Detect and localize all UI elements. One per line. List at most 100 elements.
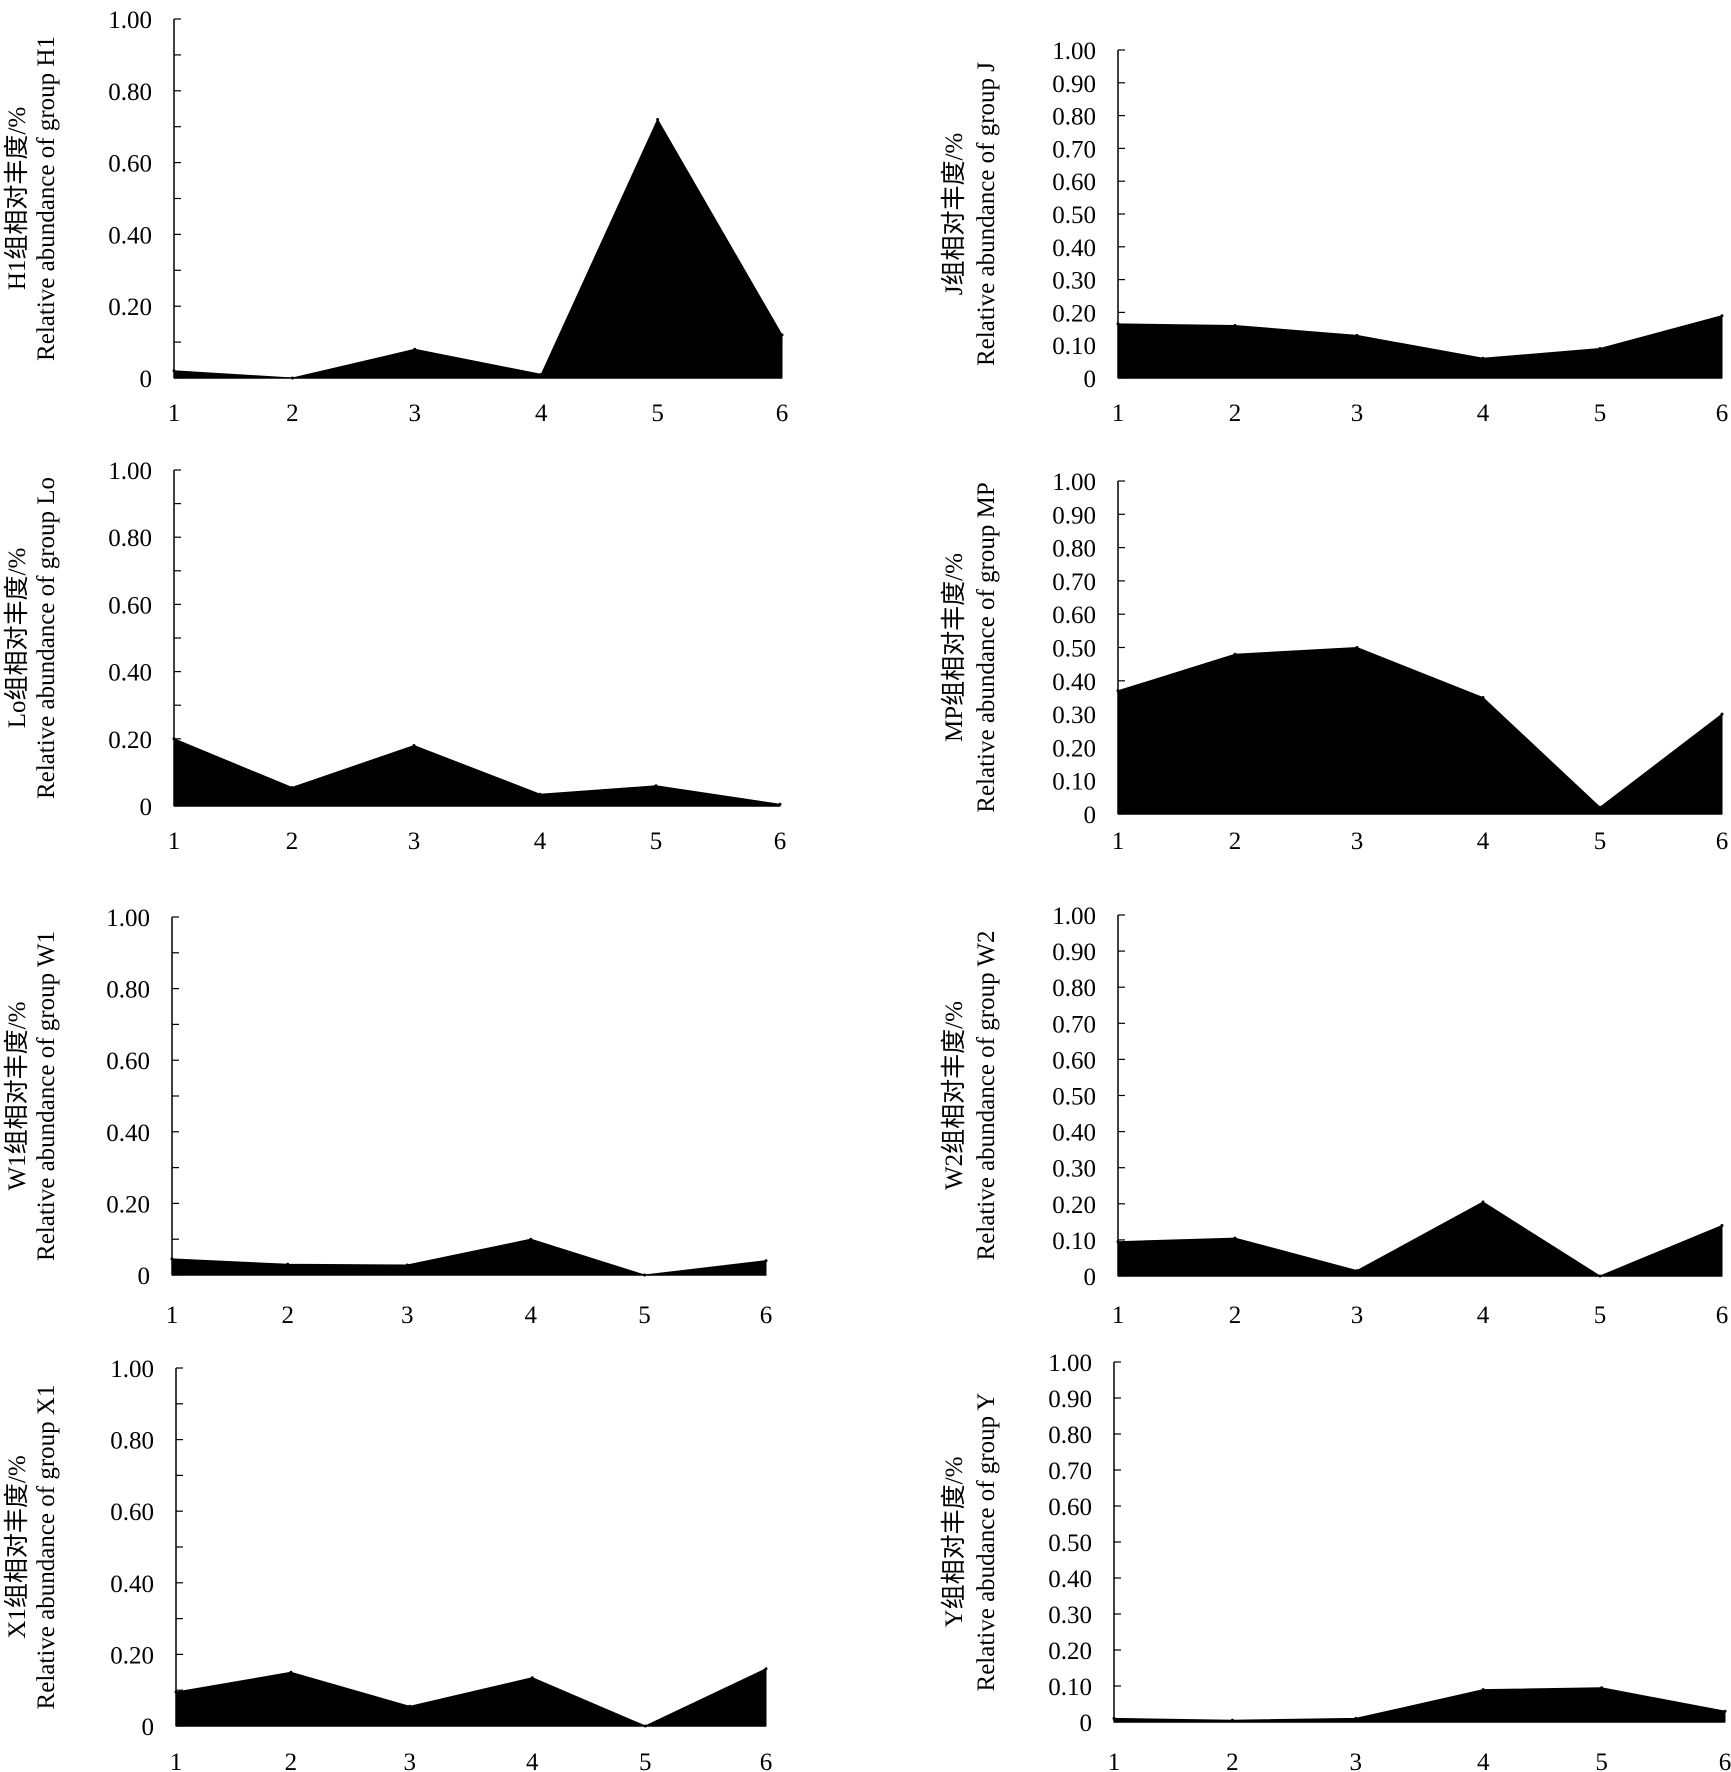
x-tick-label: 4 (1477, 400, 1490, 427)
chart-panel-8: 0 0.10 0.20 0.30 0.40 0.50 0.60 0.70 0.80 0.90 1.0… (940, 1350, 1731, 1772)
y-axis-label-en: Relative abundance of group Lo (33, 477, 60, 799)
data-point (539, 372, 543, 376)
y-tick-label: 0.30 (1052, 1156, 1096, 1183)
y-tick-label: 0.20 (1052, 300, 1096, 327)
x-tick-label: 6 (776, 400, 789, 427)
x-tick-label: 3 (1350, 1749, 1363, 1772)
x-tick-label: 6 (760, 1749, 773, 1772)
area-series (175, 1667, 767, 1727)
data-point (1723, 1709, 1727, 1713)
y-tick-label: 0.60 (110, 1499, 154, 1526)
y-tick-label: 0.20 (1052, 735, 1096, 762)
y-tick-label: 0.20 (1048, 1638, 1092, 1665)
x-tick-label: 5 (1594, 828, 1607, 855)
y-axis-label-cn: Lo组相对丰度/% (3, 548, 31, 729)
data-point (530, 1676, 534, 1680)
y-tick-label: 0.80 (1048, 1422, 1092, 1449)
data-point (1355, 333, 1359, 337)
data-point (656, 118, 660, 121)
y-tick-label: 0.50 (1052, 1084, 1096, 1111)
y-tick-label: 0 (140, 366, 153, 393)
x-tick-label: 1 (168, 828, 181, 855)
x-tick-label: 4 (1477, 828, 1490, 855)
chart-panel-6: 0 0.10 0.20 0.30 0.40 0.50 0.60 0.70 0.80 0.90 1.0… (940, 903, 1728, 1329)
x-tick-label: 6 (1716, 1302, 1729, 1329)
y-tick-label: 0.30 (1052, 702, 1096, 729)
chart-panel-1: 0 0.20 0.40 0.60 0.80 1.00 1 2 3 4 5 6 H1组相对丰度/% Rela… (3, 7, 788, 427)
x-tick-label: 6 (760, 1302, 773, 1329)
y-tick-label: 0.20 (110, 1642, 154, 1669)
data-point (290, 786, 294, 789)
y-axis-label-cn: X1组相对丰度/% (3, 1455, 31, 1638)
y-axis-label-cn: H1组相对丰度/% (3, 107, 31, 290)
y-tick-label: 0.50 (1052, 636, 1096, 663)
area-series (1117, 1201, 1723, 1277)
y-tick-label: 0.80 (108, 79, 152, 106)
x-tick-label: 3 (403, 1749, 416, 1772)
x-tick-label: 6 (1719, 1749, 1731, 1772)
x-tick-label: 1 (1112, 400, 1125, 427)
data-point (1233, 1236, 1237, 1240)
y-axis-label-en: Relative abundance of group H1 (33, 36, 60, 361)
y-tick-label: 0.50 (1052, 202, 1096, 229)
x-tick-label: 5 (638, 1302, 651, 1329)
y-tick-label: 1.00 (108, 458, 152, 485)
data-point (1481, 1200, 1485, 1204)
x-tick-label: 3 (1351, 400, 1364, 427)
data-point (1355, 646, 1359, 649)
x-tick-label: 2 (281, 1302, 294, 1329)
y-tick-label: 1.00 (1048, 1350, 1092, 1377)
y-tick-label: 0.30 (1048, 1602, 1092, 1629)
y-tick-label: 1.00 (106, 905, 150, 932)
x-tick-label: 2 (285, 1749, 298, 1772)
y-tick-label: 0.70 (1048, 1458, 1092, 1485)
x-tick-label: 2 (1229, 400, 1242, 427)
data-point (1598, 347, 1602, 350)
x-tick-label: 2 (286, 400, 299, 427)
x-tick-label: 3 (408, 828, 421, 855)
data-point (1720, 712, 1724, 716)
data-point (405, 1263, 409, 1267)
y-tick-label: 1.00 (110, 1356, 154, 1383)
x-tick-label: 4 (1477, 1749, 1490, 1772)
data-point (764, 1259, 768, 1263)
x-tick-label: 1 (1112, 1302, 1125, 1329)
x-tick-label: 4 (525, 1302, 538, 1329)
data-point (412, 744, 416, 747)
chart-panel-5: 0 0.20 0.40 0.60 0.80 1.00 1 2 3 4 5 6 W1组相对丰度/% Rela… (3, 905, 772, 1329)
y-axis-label-cn: J组相对丰度/% (940, 133, 968, 296)
x-tick-label: 5 (651, 400, 664, 427)
area-series (1117, 646, 1723, 815)
data-point (1233, 652, 1237, 656)
x-tick-label: 1 (1112, 828, 1125, 855)
data-point (1230, 1718, 1234, 1722)
area-series (1113, 1687, 1726, 1723)
data-point (1481, 356, 1485, 360)
y-tick-label: 0.20 (106, 1191, 150, 1218)
x-tick-label: 5 (1594, 400, 1607, 427)
y-tick-label: 0.60 (1048, 1494, 1092, 1521)
y-tick-label: 0.80 (1052, 975, 1096, 1002)
data-point (289, 1670, 293, 1674)
y-tick-label: 0.20 (1052, 1192, 1096, 1219)
y-axis-label-en: Relative abundance of group MP (973, 482, 1000, 812)
y-tick-label: 0.20 (108, 294, 152, 321)
y-tick-label: 0.90 (1052, 502, 1096, 529)
x-tick-label: 2 (286, 828, 299, 855)
y-tick-label: 0.50 (1048, 1530, 1092, 1557)
y-tick-label: 0.80 (108, 525, 152, 552)
data-point (1600, 1686, 1604, 1690)
chart-panel-3: 0 0.20 0.40 0.60 0.80 1.00 1 2 3 4 5 6 Lo组相对丰度/% Rela… (3, 458, 786, 855)
x-tick-label: 5 (639, 1749, 652, 1772)
y-tick-label: 0.40 (1052, 235, 1096, 262)
y-tick-label: 1.00 (1052, 469, 1096, 496)
data-point (654, 784, 658, 788)
x-tick-label: 2 (1226, 1749, 1239, 1772)
y-axis-label-cn: Y组相对丰度/% (940, 1457, 968, 1628)
x-tick-label: 6 (1716, 828, 1729, 855)
y-tick-label: 0.10 (1052, 333, 1096, 360)
y-tick-label: 0.40 (1052, 1120, 1096, 1147)
y-tick-label: 0 (1084, 802, 1097, 829)
y-tick-label: 0 (1084, 366, 1097, 393)
data-point (778, 802, 782, 806)
